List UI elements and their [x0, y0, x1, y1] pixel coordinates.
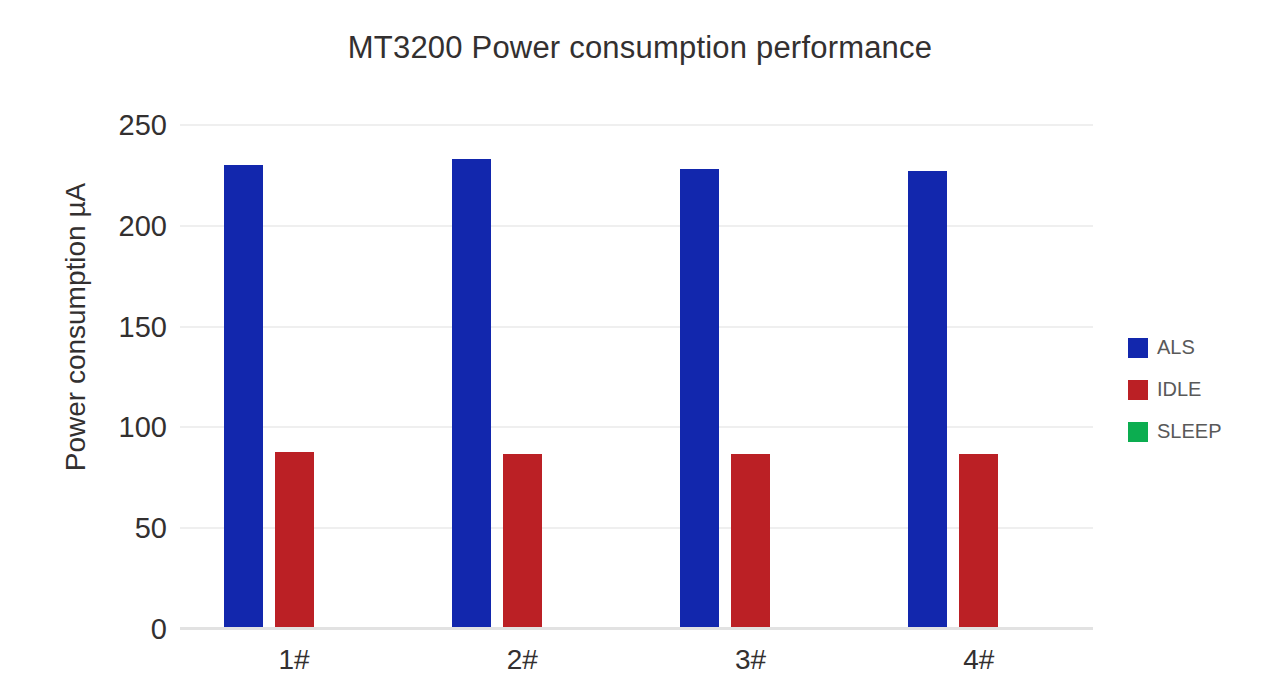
- bar-group-2: [408, 125, 636, 629]
- x-axis-label-4: 4#: [865, 644, 1093, 676]
- legend-swatch-als: [1128, 338, 1148, 358]
- legend-item-als: ALS: [1128, 336, 1221, 359]
- bar-group-4: [865, 125, 1093, 629]
- x-axis-label-1: 1#: [180, 644, 408, 676]
- legend-label-sleep: SLEEP: [1157, 420, 1221, 443]
- legend-swatch-sleep: [1128, 422, 1148, 442]
- bar-group-1: [180, 125, 408, 629]
- y-tick-label-100: 100: [119, 411, 167, 444]
- y-axis-title: Power consumption µA: [60, 183, 92, 472]
- bar-als-2: [452, 159, 491, 629]
- legend-swatch-idle: [1128, 380, 1148, 400]
- bar-idle-1: [275, 452, 314, 629]
- y-tick-label-250: 250: [119, 109, 167, 142]
- bar-idle-2: [503, 454, 542, 629]
- x-axis-label-2: 2#: [408, 644, 636, 676]
- legend-label-als: ALS: [1157, 336, 1195, 359]
- y-tick-label-0: 0: [151, 613, 167, 646]
- y-tick-label-50: 50: [135, 512, 167, 545]
- y-tick-label-150: 150: [119, 310, 167, 343]
- bar-als-1: [224, 165, 263, 629]
- legend-item-idle: IDLE: [1128, 378, 1221, 401]
- plot-area: [180, 125, 1093, 629]
- bar-idle-4: [959, 454, 998, 629]
- bar-als-4: [908, 171, 947, 629]
- y-tick-label-200: 200: [119, 209, 167, 242]
- bar-group-3: [637, 125, 865, 629]
- x-axis-baseline: [180, 627, 1093, 630]
- legend: ALS IDLE SLEEP: [1128, 336, 1221, 443]
- bar-idle-3: [731, 454, 770, 629]
- x-axis-label-3: 3#: [637, 644, 865, 676]
- legend-item-sleep: SLEEP: [1128, 420, 1221, 443]
- legend-label-idle: IDLE: [1157, 378, 1201, 401]
- bar-als-3: [680, 169, 719, 629]
- chart-canvas: MT3200 Power consumption performance Pow…: [0, 0, 1280, 691]
- chart-title: MT3200 Power consumption performance: [0, 30, 1280, 66]
